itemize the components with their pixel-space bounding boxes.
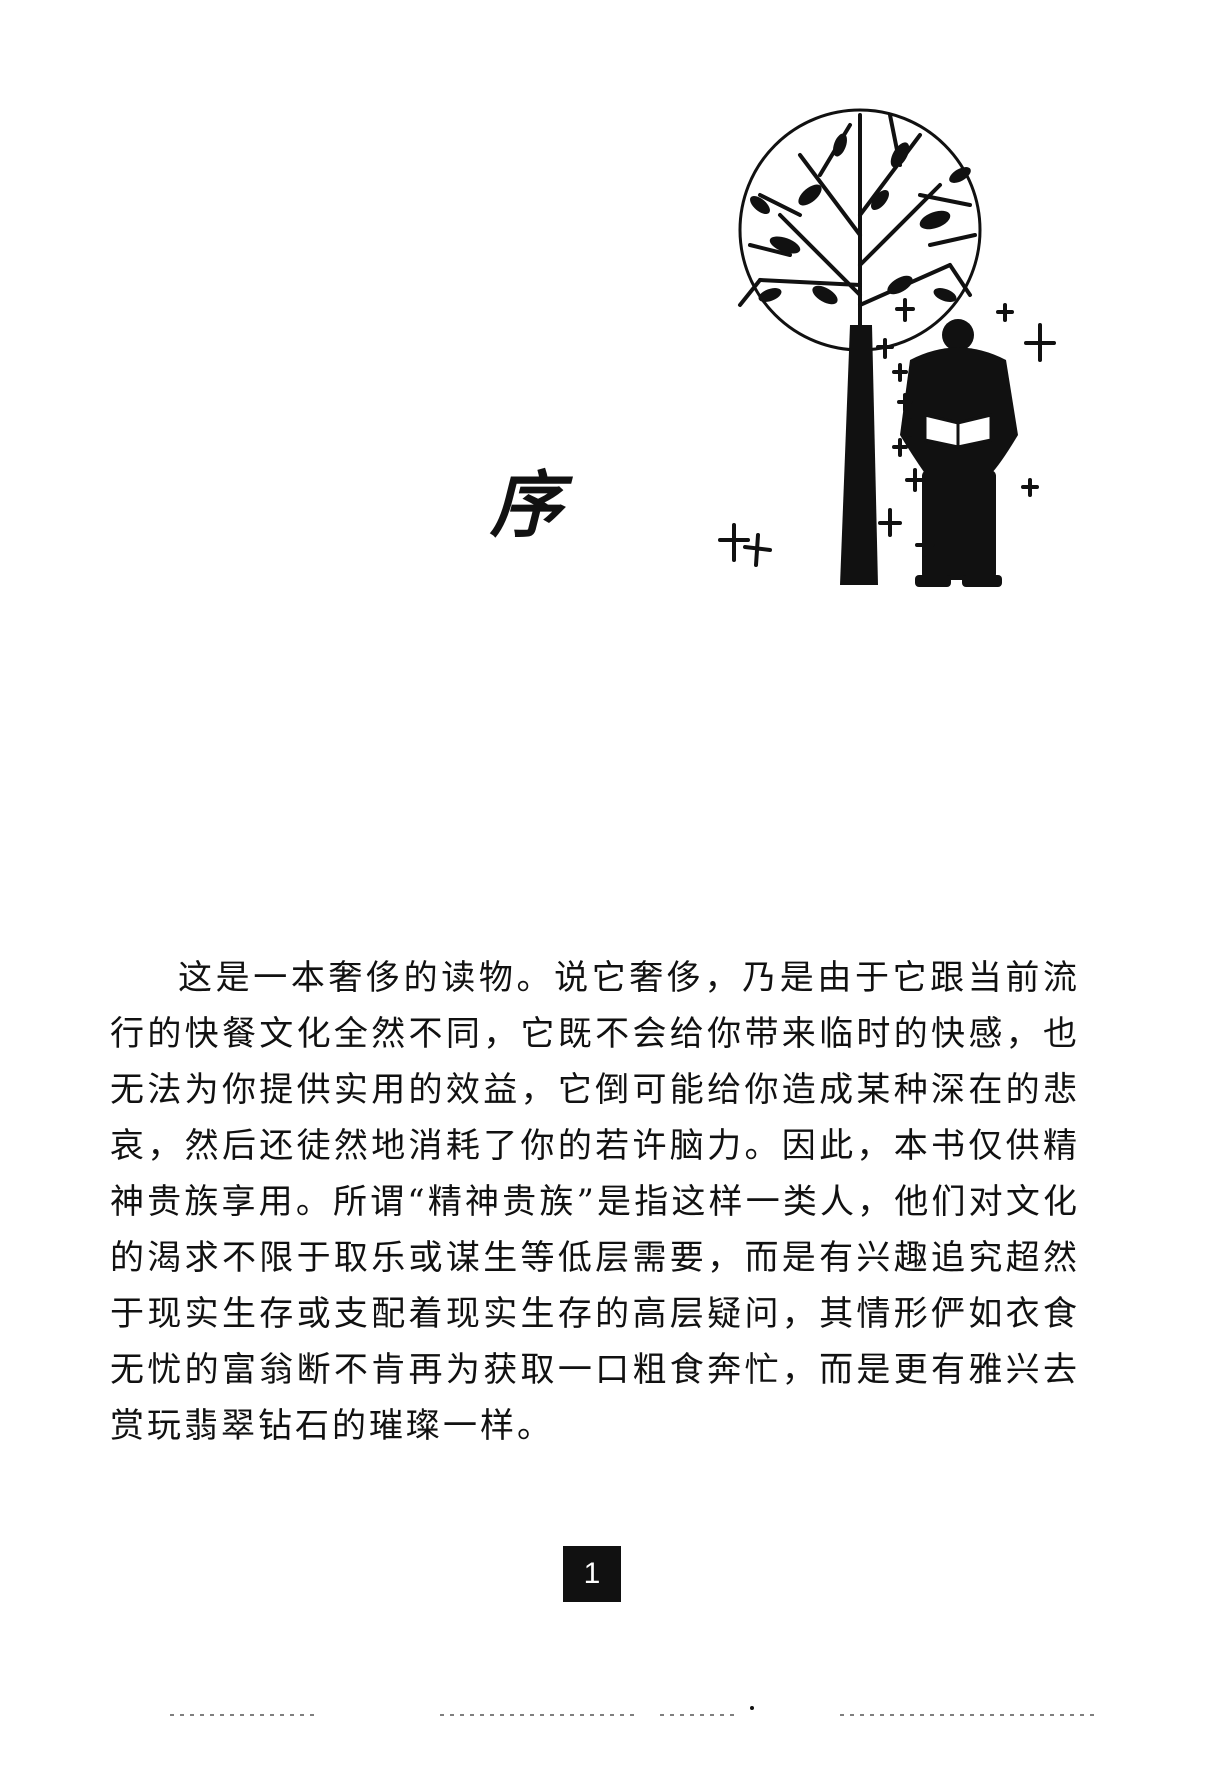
reading-person-icon	[900, 319, 1018, 587]
leaf-icons	[750, 133, 971, 305]
tree-reader-illustration	[718, 108, 1056, 587]
tree-trunk-icon	[840, 325, 878, 585]
chapter-title: 序	[490, 462, 563, 547]
body-paragraph: 这是一本奢侈的读物。说它奢侈，乃是由于它跟当前流行的快餐文化全然不同，它既不会给…	[110, 958, 1080, 1446]
sparkle-icons	[718, 298, 1056, 567]
scan-dotted-line	[170, 1706, 1100, 1716]
tree-canopy-icon	[738, 108, 982, 352]
page-number-badge: 1	[563, 1546, 621, 1602]
